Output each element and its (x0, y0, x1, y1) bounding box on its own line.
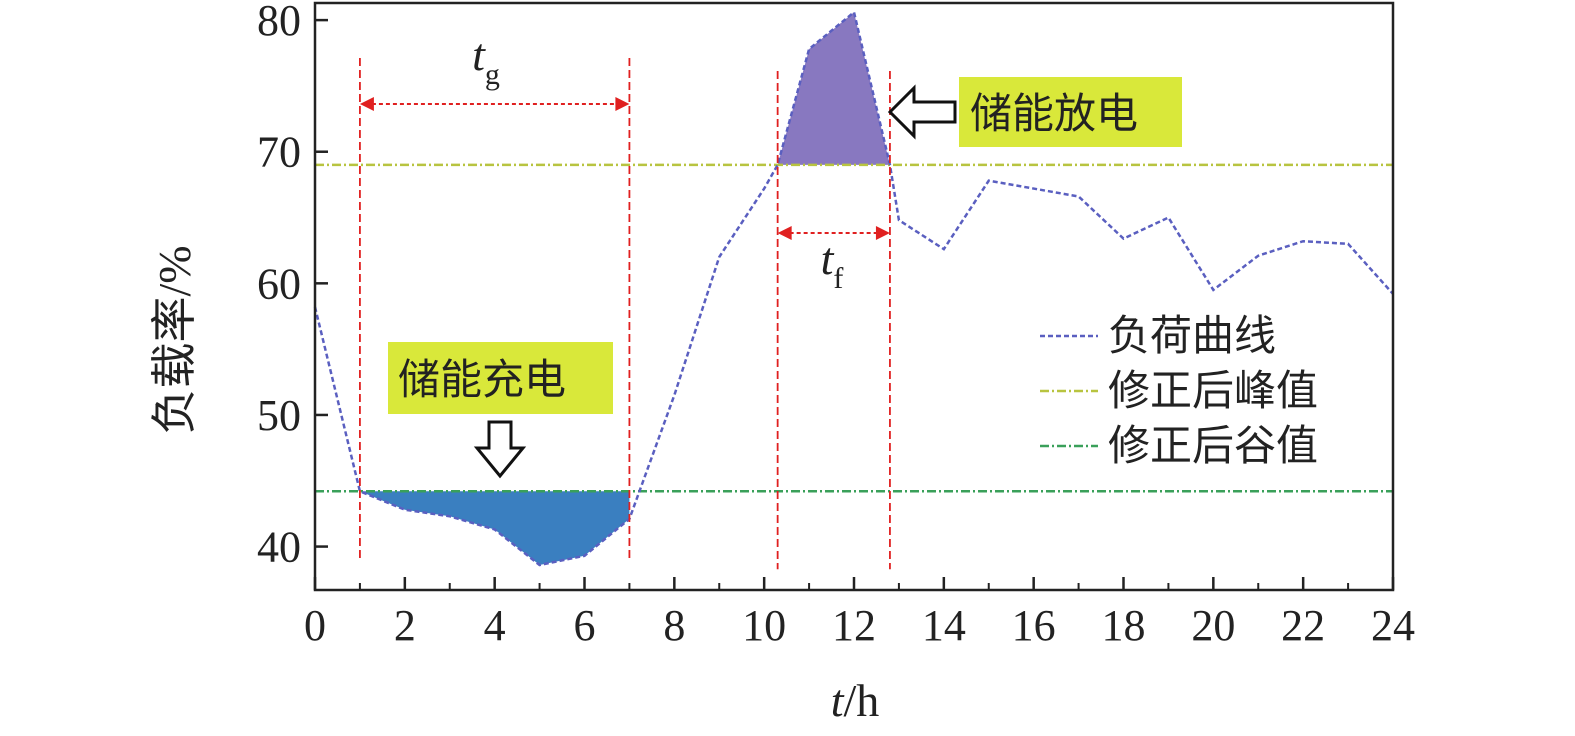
x-tick-label: 24 (1371, 601, 1415, 650)
duration-arrows (359, 97, 890, 240)
x-tick-label: 20 (1191, 601, 1235, 650)
x-tick-label: 14 (922, 601, 966, 650)
x-tick-label: 2 (394, 601, 416, 650)
discharge-area (777, 12, 890, 165)
discharge-arrow-icon (887, 84, 957, 140)
tg-arrow-head-left (359, 97, 374, 111)
legend: 负荷曲线 修正后峰值 修正后谷值 (1040, 311, 1318, 470)
legend-label-peak: 修正后峰值 (1108, 366, 1318, 415)
x-tick-label: 10 (742, 601, 786, 650)
charge-area (359, 491, 630, 565)
y-tick-label: 40 (257, 523, 301, 572)
x-tick-label: 4 (484, 601, 506, 650)
x-axis-label: t/h (831, 675, 880, 726)
charge-label: 储能充电 (398, 355, 566, 404)
tg-label: tg (472, 29, 500, 91)
reference-lines (315, 163, 1393, 493)
y-tick-label: 80 (257, 0, 301, 45)
legend-label-valley: 修正后谷值 (1108, 421, 1318, 470)
y-tick-label: 60 (257, 259, 301, 308)
charge-label-bg (388, 342, 613, 414)
tf-arrow-head-right (875, 226, 890, 240)
discharge-label-bg (959, 77, 1182, 147)
x-tick-label: 22 (1281, 601, 1325, 650)
x-tick-label: 18 (1102, 601, 1146, 650)
tf-label: tf (821, 233, 844, 295)
y-tick-label: 50 (257, 391, 301, 440)
x-tick-label: 8 (663, 601, 685, 650)
y-tick-label: 70 (257, 128, 301, 177)
discharge-label: 储能放电 (970, 89, 1138, 138)
shaded-regions (359, 12, 890, 565)
x-tick-label: 0 (304, 601, 326, 650)
vertical-markers (359, 58, 891, 570)
tg-arrow (359, 97, 630, 111)
tg-arrow-head-right (615, 97, 630, 111)
x-tick-label: 6 (574, 601, 596, 650)
legend-label-load: 负荷曲线 (1108, 311, 1276, 360)
tf-arrow (777, 226, 890, 240)
x-tick-label: 16 (1012, 601, 1056, 650)
x-tick-label: 12 (832, 601, 876, 650)
tf-arrow-head-left (777, 226, 792, 240)
charge-arrow-icon (473, 420, 527, 479)
plot-area (313, 9, 1394, 570)
y-axis-label: 负载率/% (149, 245, 200, 434)
